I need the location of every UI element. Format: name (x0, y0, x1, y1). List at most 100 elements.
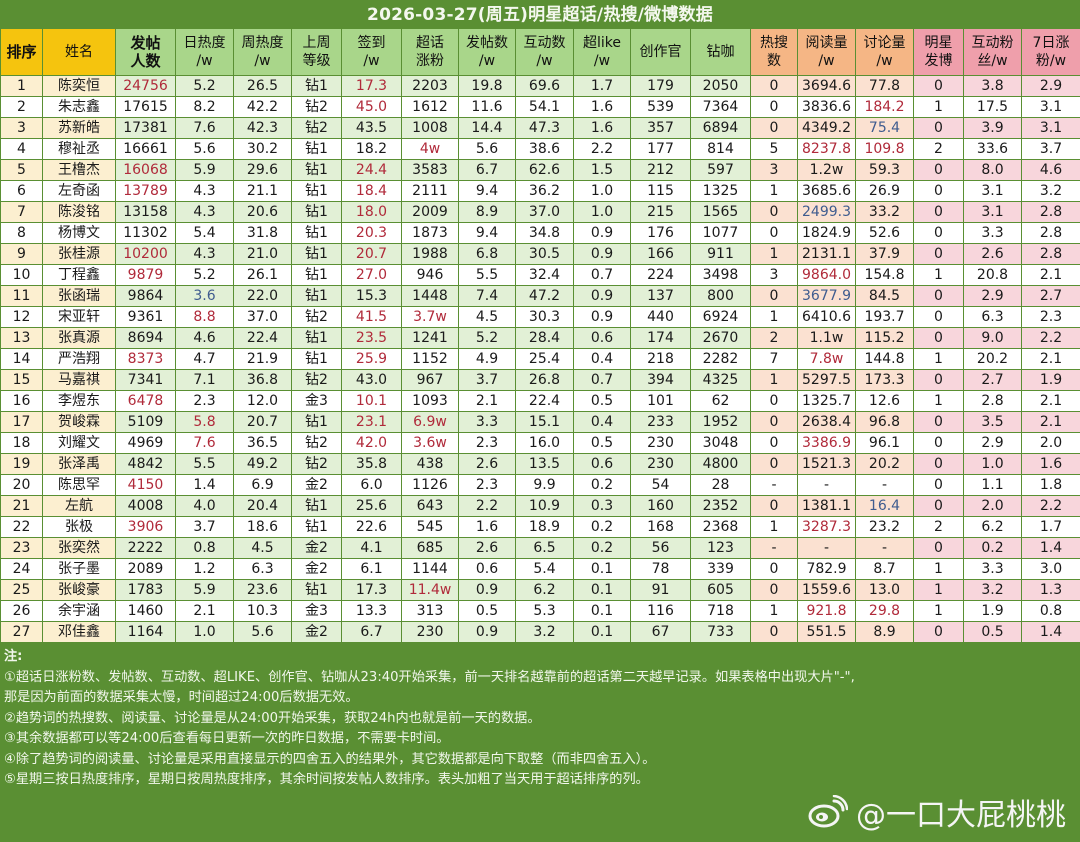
cell-poster-count: 9864 (115, 285, 176, 307)
cell-weekly-heat: 49.2 (233, 453, 292, 475)
cell-discussions: 84.5 (855, 285, 914, 307)
cell-hot-search-count: 0 (750, 432, 798, 454)
cell-discussions: - (855, 537, 914, 559)
column-header-last-week-level[interactable]: 上周 等级 (291, 28, 342, 76)
column-header-reads[interactable]: 阅读量/w (797, 28, 856, 76)
column-header-creator[interactable]: 创作官 (630, 28, 691, 76)
column-header-hot-search-count[interactable]: 热搜数 (750, 28, 798, 76)
cell-daily-heat: 3.6 (175, 285, 234, 307)
cell-posts: 11.6 (458, 96, 516, 118)
cell-reads: 9864.0 (797, 264, 856, 286)
header-label: 人数 (130, 52, 161, 70)
cell-topic-fans: 3583 (401, 159, 459, 181)
table-row: 14 严浩翔 8373 4.7 21.9 钻1 25.9 1152 4.9 25.4 0.4 218 2… (0, 348, 1080, 370)
column-header-posts[interactable]: 发帖数/w (458, 28, 516, 76)
cell-super-like: 0.9 (573, 306, 631, 328)
cell-diamond: 814 (690, 138, 751, 160)
cell-interactive-fans: 3.3 (963, 222, 1022, 244)
column-header-star-posts[interactable]: 明星 发博 (913, 28, 964, 76)
column-header-weekly-heat[interactable]: 周热度/w (233, 28, 292, 76)
cell-reads: 1559.6 (797, 579, 856, 601)
column-header-topic-fans[interactable]: 超话 涨粉 (401, 28, 459, 76)
column-header-poster-count[interactable]: 发帖 人数 (115, 28, 176, 76)
cell-interactions: 10.9 (515, 495, 574, 517)
cell-weekly-heat: 18.6 (233, 516, 292, 538)
column-header-interactions[interactable]: 互动数/w (515, 28, 574, 76)
cell-star-posts: 1 (913, 390, 964, 412)
cell-reads: 1521.3 (797, 453, 856, 475)
table-row: 18 刘耀文 4969 7.6 36.5 钻2 42.0 3.6w 2.3 16.0 0.5 230 3… (0, 432, 1080, 454)
cell-posts: 6.8 (458, 243, 516, 265)
cell-topic-fans: 1988 (401, 243, 459, 265)
cell-diamond: 1952 (690, 411, 751, 433)
cell-last-week-level: 钻1 (291, 411, 342, 433)
cell-seven-day-fans: 2.2 (1021, 327, 1080, 349)
cell-reads: 6410.6 (797, 306, 856, 328)
cell-checkin: 25.9 (341, 348, 402, 370)
column-header-rank[interactable]: 排序 (0, 28, 43, 76)
cell-diamond: 4800 (690, 453, 751, 475)
cell-posts: 9.4 (458, 222, 516, 244)
cell-star-posts: 0 (913, 75, 964, 97)
column-header-discussions[interactable]: 讨论量/w (855, 28, 914, 76)
column-header-seven-day-fans[interactable]: 7日涨 粉/w (1021, 28, 1080, 76)
cell-name: 马嘉祺 (42, 369, 116, 391)
cell-last-week-level: 钻2 (291, 369, 342, 391)
cell-creator: 215 (630, 201, 691, 223)
cell-seven-day-fans: 1.6 (1021, 453, 1080, 475)
table-row: 9 张桂源 10200 4.3 21.0 钻1 20.7 1988 6.8 30.5 0.9 166 9… (0, 243, 1080, 265)
cell-seven-day-fans: 3.1 (1021, 96, 1080, 118)
cell-last-week-level: 钻2 (291, 117, 342, 139)
page-title: 2026-03-27(周五)明星超话/热搜/微博数据 (367, 5, 713, 25)
header-label: 签到 (357, 35, 386, 51)
cell-poster-count: 9879 (115, 264, 176, 286)
cell-super-like: 0.6 (573, 327, 631, 349)
cell-topic-fans: 643 (401, 495, 459, 517)
cell-star-posts: 0 (913, 327, 964, 349)
cell-hot-search-count: 0 (750, 117, 798, 139)
cell-seven-day-fans: 3.7 (1021, 138, 1080, 160)
cell-rank: 5 (0, 159, 43, 181)
cell-creator: 179 (630, 75, 691, 97)
cell-topic-fans: 685 (401, 537, 459, 559)
cell-creator: 137 (630, 285, 691, 307)
table-row: 8 杨博文 11302 5.4 31.8 钻1 20.3 1873 9.4 34.8 0.9 176 1… (0, 222, 1080, 244)
cell-last-week-level: 钻1 (291, 180, 342, 202)
cell-creator: 233 (630, 411, 691, 433)
header-label: /w (593, 53, 611, 69)
cell-checkin: 23.1 (341, 411, 402, 433)
column-header-diamond[interactable]: 钻咖 (690, 28, 751, 76)
table-row: 24 张子墨 2089 1.2 6.3 金2 6.1 1144 0.6 5.4 0.1 78 339 0 7… (0, 558, 1080, 580)
column-header-daily-heat[interactable]: 日热度/w (175, 28, 234, 76)
cell-weekly-heat: 31.8 (233, 222, 292, 244)
cell-interactive-fans: 17.5 (963, 96, 1022, 118)
column-header-checkin[interactable]: 签到/w (341, 28, 402, 76)
cell-last-week-level: 金3 (291, 390, 342, 412)
cell-name: 陈浚铭 (42, 201, 116, 223)
cell-hot-search-count: 5 (750, 138, 798, 160)
cell-poster-count: 9361 (115, 306, 176, 328)
cell-reads: 3677.9 (797, 285, 856, 307)
header-label: 数 (767, 53, 781, 69)
cell-reads: 3836.6 (797, 96, 856, 118)
cell-seven-day-fans: 2.1 (1021, 348, 1080, 370)
cell-topic-fans: 2203 (401, 75, 459, 97)
cell-weekly-heat: 20.7 (233, 411, 292, 433)
table-row: 12 宋亚轩 9361 8.8 37.0 钻2 41.5 3.7w 4.5 30.3 0.9 440 6… (0, 306, 1080, 328)
header-label: 互动数 (523, 35, 566, 51)
cell-posts: 8.9 (458, 201, 516, 223)
cell-weekly-heat: 10.3 (233, 600, 292, 622)
cell-diamond: 605 (690, 579, 751, 601)
cell-interactions: 6.5 (515, 537, 574, 559)
cell-reads: 1.2w (797, 159, 856, 181)
watermark-text: @一口大屁桃桃 (856, 798, 1066, 833)
cell-interactive-fans: 6.3 (963, 306, 1022, 328)
note-line: ④除了趋势词的阅读量、讨论量是采用直接显示的四舍五入的结果外，其它数据都是向下取… (4, 751, 656, 767)
cell-checkin: 18.4 (341, 180, 402, 202)
cell-poster-count: 6478 (115, 390, 176, 412)
column-header-super-like[interactable]: 超like/w (573, 28, 631, 76)
column-header-name[interactable]: 姓名 (42, 28, 116, 76)
column-header-interactive-fans[interactable]: 互动粉 丝/w (963, 28, 1022, 76)
cell-interactions: 26.8 (515, 369, 574, 391)
cell-last-week-level: 钻1 (291, 327, 342, 349)
